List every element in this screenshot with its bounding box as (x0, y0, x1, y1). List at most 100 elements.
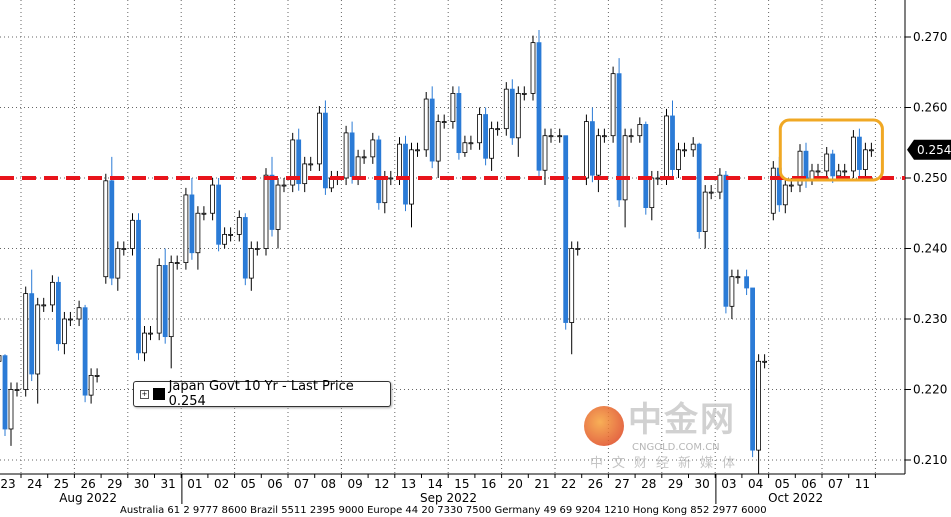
candle-body (148, 332, 153, 335)
y-tick-label: 0.270 (913, 30, 947, 44)
day-candles (290, 128, 314, 193)
candle-body (696, 143, 702, 232)
candle-body (35, 304, 41, 375)
candle-body (857, 136, 862, 170)
candle-body (376, 139, 382, 204)
x-tick-label: 02 (214, 477, 229, 491)
day-candles (637, 117, 661, 221)
candle-body (68, 318, 73, 321)
candle-body (429, 98, 435, 162)
candle-body (515, 93, 521, 139)
candle-body (851, 136, 856, 172)
candle-body (349, 132, 355, 177)
candle-body (435, 121, 441, 162)
candle-body (142, 332, 147, 354)
x-tick-label: 21 (534, 477, 549, 491)
candle-body (569, 248, 575, 323)
candle-body (355, 156, 361, 177)
day-candles (183, 178, 207, 270)
candle-body (643, 124, 649, 209)
candle-body (382, 177, 388, 204)
candle-body (610, 73, 616, 137)
x-tick-label: 13 (401, 477, 416, 491)
x-tick-label: 01 (187, 477, 202, 491)
candle-body (275, 184, 281, 230)
x-tick-label: 03 (721, 477, 736, 491)
x-tick-label: 20 (508, 477, 523, 491)
candle-body (622, 135, 628, 201)
day-candles (130, 213, 153, 362)
candle-body (0, 355, 2, 362)
candle-body (616, 73, 622, 201)
y-tick-label: 0.250 (913, 171, 947, 185)
candle-body (750, 287, 755, 451)
candle-body (290, 139, 296, 186)
day-candles (557, 128, 581, 355)
candle-body (296, 139, 302, 185)
x-tick-label: 14 (428, 477, 443, 491)
day-candles (824, 146, 848, 183)
day-candles (23, 269, 47, 404)
month-label: Oct 2022 (768, 491, 823, 505)
candle-body (462, 142, 468, 154)
candle-body (236, 217, 242, 235)
candle-body (82, 307, 88, 396)
candle-body (23, 293, 29, 390)
last-price-label: 0.254 (917, 143, 951, 157)
x-tick-label: 26 (588, 477, 603, 491)
y-tick-label: 0.220 (913, 383, 947, 397)
candle-body (649, 177, 655, 209)
candle-body (575, 248, 581, 250)
candle-body (263, 174, 269, 249)
x-tick-label: 25 (54, 477, 69, 491)
day-candles (690, 137, 714, 249)
candle-body (103, 180, 109, 278)
candle-body (782, 184, 788, 206)
day-candles (477, 107, 501, 171)
candle-body (628, 135, 634, 138)
candle-body (824, 153, 830, 172)
candle-body (830, 153, 836, 177)
day-candles (717, 168, 741, 319)
day-candles (0, 354, 20, 446)
candle-body (584, 121, 589, 179)
day-candles (450, 86, 474, 160)
candle-body (863, 149, 868, 170)
day-candles (610, 58, 634, 228)
y-tick-label: 0.240 (913, 242, 947, 256)
candle-body (130, 219, 135, 249)
candle-body (136, 219, 141, 354)
logo-icon (584, 406, 624, 446)
x-tick-label: 23 (0, 477, 15, 491)
candle-body (690, 143, 696, 151)
candle-body (174, 262, 180, 265)
candle-body (162, 265, 168, 338)
x-tick-label: 06 (267, 477, 282, 491)
day-candles (744, 269, 767, 474)
candle-body (815, 170, 821, 173)
candle-body (216, 184, 222, 245)
candle-body (2, 355, 8, 430)
candle-body (503, 88, 509, 130)
candle-body (637, 124, 643, 137)
candle-body (228, 233, 234, 236)
x-tick-label: 28 (641, 477, 656, 491)
candle-body (183, 194, 189, 263)
x-tick-label: 15 (454, 477, 469, 491)
candle-body (168, 262, 174, 338)
candle-body (521, 93, 527, 95)
candle-body (201, 212, 207, 215)
candle-body (495, 128, 501, 131)
candle-body (195, 212, 201, 254)
candle-body (56, 281, 61, 345)
day-candles (397, 135, 420, 228)
candle-body (156, 265, 162, 334)
candle-body (836, 170, 842, 177)
day-candles (584, 107, 607, 193)
candle-body (423, 98, 429, 151)
expand-icon[interactable]: + (140, 389, 149, 399)
day-candles (343, 121, 367, 186)
candle-body (88, 374, 94, 396)
last-price-tag (907, 139, 951, 160)
